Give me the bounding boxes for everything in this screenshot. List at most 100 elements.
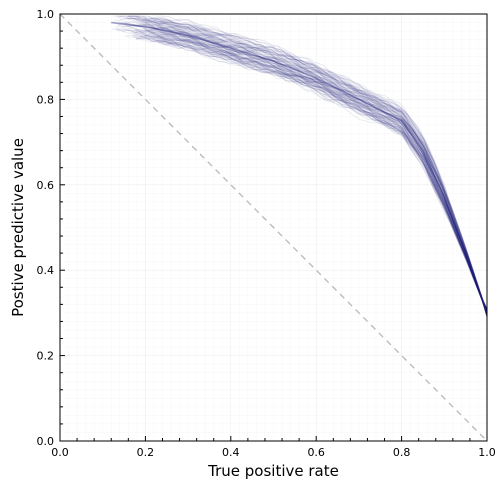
- bootstrap-curve: [119, 15, 488, 310]
- bootstrap-curve: [137, 22, 488, 317]
- x-tick-labels: 0.0 0.2 0.4 0.6 0.8 1.0: [51, 446, 496, 459]
- bootstrap-curve: [127, 34, 488, 315]
- bootstrap-curve: [133, 34, 488, 312]
- bootstrap-curve: [111, 27, 488, 317]
- bootstrap-curve: [157, 40, 488, 310]
- bootstrap-curve: [133, 18, 488, 314]
- bootstrap-curve: [148, 33, 488, 313]
- bootstrap-curve: [143, 28, 488, 312]
- bootstrap-curve: [142, 26, 488, 314]
- bootstrap-curve: [151, 31, 488, 313]
- bootstrap-curve: [147, 28, 488, 311]
- bootstrap-curve: [116, 16, 488, 315]
- bootstrap-curve: [144, 23, 488, 317]
- bootstrap-curve: [116, 15, 488, 314]
- bootstrap-curve: [143, 27, 488, 316]
- bootstrap-curve: [158, 23, 488, 314]
- bootstrap-curve: [162, 34, 488, 310]
- x-tick-label: 0.0: [51, 446, 69, 459]
- bootstrap-curve: [117, 20, 488, 315]
- y-tick-label: 0.6: [37, 179, 55, 192]
- bootstrap-curve: [147, 15, 488, 312]
- bootstrap-curve: [136, 15, 488, 316]
- x-tick-label: 0.4: [222, 446, 240, 459]
- bootstrap-curve: [114, 20, 488, 316]
- bootstrap-curve: [129, 15, 488, 317]
- bootstrap-curve: [154, 20, 488, 313]
- bootstrap-curve: [142, 23, 488, 314]
- diagonal-reference-line: [59, 13, 488, 442]
- bootstrap-curve: [135, 32, 488, 310]
- y-tick-labels: 0.0 0.2 0.4 0.6 0.8 1.0: [37, 8, 55, 448]
- bootstrap-curve: [156, 37, 488, 316]
- bootstrap-curve: [153, 18, 488, 318]
- bootstrap-curve: [136, 35, 488, 318]
- bootstrap-curve: [148, 15, 488, 310]
- bootstrap-curve: [160, 40, 488, 311]
- curves-group: [111, 15, 488, 318]
- bootstrap-curve: [116, 24, 488, 314]
- bootstrap-curve: [132, 34, 488, 310]
- bootstrap-curve: [145, 22, 488, 313]
- bootstrap-curve: [134, 31, 488, 317]
- bootstrap-curve: [139, 23, 488, 314]
- bootstrap-curve: [140, 30, 488, 310]
- bootstrap-curve: [151, 23, 488, 310]
- bootstrap-curve: [120, 23, 488, 313]
- bootstrap-curve: [132, 32, 488, 310]
- bootstrap-curve: [144, 35, 488, 310]
- bootstrap-curve: [150, 17, 488, 312]
- y-tick-label: 0.8: [37, 93, 55, 106]
- bootstrap-curve: [139, 37, 488, 314]
- bootstrap-curve: [115, 27, 488, 317]
- bootstrap-curve: [155, 27, 488, 317]
- bootstrap-curve: [132, 17, 488, 312]
- bootstrap-curve: [147, 27, 488, 313]
- bootstrap-curve: [153, 28, 488, 311]
- bootstrap-curve: [128, 17, 488, 316]
- bootstrap-curve: [135, 36, 488, 316]
- bootstrap-curve: [129, 24, 488, 310]
- bootstrap-curve: [126, 17, 488, 312]
- x-axis-label: True positive rate: [207, 462, 339, 480]
- bootstrap-curve: [122, 29, 488, 310]
- x-tick-label: 0.6: [307, 446, 325, 459]
- bootstrap-curve: [145, 28, 488, 314]
- bootstrap-curve: [160, 17, 488, 310]
- bootstrap-curve: [123, 22, 488, 315]
- y-tick-label: 1.0: [37, 8, 55, 21]
- bootstrap-curve: [137, 18, 488, 316]
- bootstrap-curve: [117, 24, 488, 314]
- bootstrap-curve: [141, 19, 488, 310]
- bootstrap-curve: [137, 29, 488, 314]
- bootstrap-curve: [130, 16, 488, 316]
- bootstrap-curve: [143, 19, 488, 310]
- bootstrap-curve: [156, 34, 488, 317]
- bootstrap-curve: [131, 23, 488, 310]
- bootstrap-curve: [116, 22, 488, 315]
- y-axis-label: Postive predictive value: [9, 138, 27, 317]
- bootstrap-curve: [127, 15, 488, 310]
- bootstrap-curve: [123, 35, 488, 314]
- bootstrap-curve: [149, 29, 488, 316]
- x-tick-label: 0.8: [393, 446, 411, 459]
- bootstrap-curve: [143, 17, 488, 317]
- bootstrap-curve: [154, 23, 488, 316]
- central-curve: [111, 21, 488, 314]
- bootstrap-curve: [146, 38, 488, 310]
- bootstrap-curve: [145, 19, 488, 311]
- bootstrap-curve: [125, 15, 488, 312]
- bootstrap-curve: [120, 22, 488, 315]
- bootstrap-curve: [122, 24, 488, 313]
- bootstrap-curve: [157, 16, 488, 317]
- bootstrap-curve: [154, 15, 488, 312]
- bootstrap-curve: [116, 28, 488, 313]
- bootstrap-curve: [155, 36, 488, 316]
- y-tick-label: 0.4: [37, 264, 55, 277]
- bootstrap-curve: [150, 29, 488, 313]
- bootstrap-curve: [140, 34, 488, 311]
- plot-frame: [59, 13, 488, 442]
- bootstrap-curve: [149, 30, 488, 317]
- bootstrap-curve: [153, 38, 488, 317]
